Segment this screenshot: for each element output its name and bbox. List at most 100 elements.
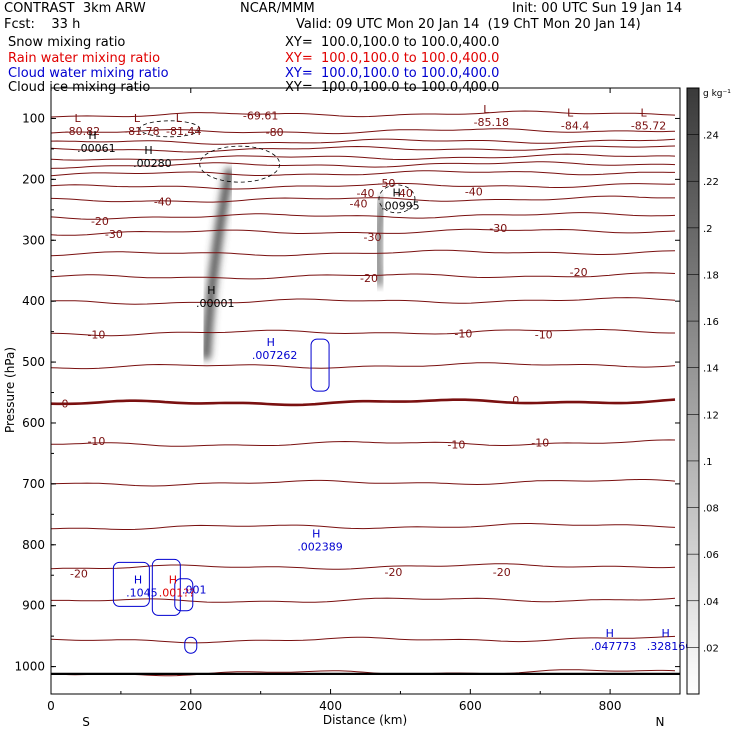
temperature-contour-label: -40: [357, 187, 375, 200]
x-end-label-south: S: [82, 715, 90, 729]
extremum-letter: H: [606, 627, 614, 640]
temperature-contour: [50, 329, 675, 337]
legend-snow-label: Snow mixing ratio: [8, 35, 126, 50]
extremum-value: .047773: [591, 640, 637, 653]
legend-cloudwater-label: Cloud water mixing ratio: [8, 66, 169, 81]
colorbar-tick-label: .1: [703, 457, 713, 468]
temperature-contour-label: 0: [512, 394, 519, 407]
init-time: Init: 00 UTC Sun 19 Jan 14: [512, 1, 683, 16]
temperature-contour: [50, 161, 676, 169]
temperature-contour-label: -10: [454, 327, 472, 340]
extremum-letter: H: [144, 144, 152, 157]
legend-cloudwater-xy: XY= 100.0,100.0 to 100.0,400.0: [285, 66, 500, 81]
temperature-contour: [50, 563, 676, 570]
temperature-contour: [50, 110, 676, 118]
cloud-water-contour: [310, 338, 330, 392]
colorbar-tick-label: .08: [703, 504, 719, 515]
extremum-value: -84.4: [561, 119, 589, 132]
temperature-contour: [50, 128, 676, 135]
y-tick-label: 700: [22, 477, 45, 491]
temperature-contour: [50, 523, 676, 530]
colorbar-tick-label: .12: [703, 410, 719, 421]
y-tick-label: 1000: [14, 660, 45, 674]
extremum-value: .00001: [196, 297, 235, 310]
x-end-label-north: N: [656, 715, 665, 729]
extremum-letter: H: [134, 573, 142, 586]
colorbar-unit: g kg⁻¹: [703, 89, 731, 99]
y-tick-label: 400: [22, 294, 45, 308]
y-tick-label: 200: [22, 172, 45, 186]
temperature-contour-label: -20: [384, 566, 402, 579]
temperature-contour: [50, 249, 676, 257]
cloud-ice-contour: [378, 184, 416, 214]
temperature-contour-label: -80: [266, 126, 284, 139]
extremum-letter: L: [74, 112, 81, 125]
extremum-value: .00280: [133, 157, 172, 170]
extremum-value: .002389: [297, 541, 343, 554]
colorbar: [686, 87, 700, 695]
y-tick-label: 300: [22, 233, 45, 247]
temperature-contour-label: -20: [570, 266, 588, 279]
temperature-contour: [50, 138, 676, 145]
valid-time: Valid: 09 UTC Mon 20 Jan 14 (19 ChT Mon …: [296, 17, 641, 32]
y-axis-title: Pressure (hPa): [3, 347, 17, 433]
temperature-contour: [50, 362, 676, 370]
y-tick-label: 900: [22, 599, 45, 613]
temperature-contour-label: -30: [364, 231, 382, 244]
extremum-value: -80.82: [65, 125, 100, 138]
extremum-value: .001: [182, 583, 207, 596]
extremum-value: -85.72: [631, 119, 666, 132]
cloud-water-contour: [112, 561, 150, 607]
extremum-letter: H: [662, 627, 670, 640]
extremum-letter: H: [88, 129, 96, 142]
forecast-hour: Fcst: 33 h: [4, 17, 81, 32]
temperature-contour-label: -30: [105, 228, 123, 241]
legend-rain-xy: XY= 100.0,100.0 to 100.0,400.0: [285, 51, 500, 66]
temperature-contour: [50, 398, 676, 407]
temperature-contour: [50, 212, 676, 220]
extremum-value: -81.44: [166, 125, 201, 138]
extremum-value: .328160: [647, 640, 693, 653]
temperature-contour: [50, 182, 676, 190]
x-tick-label: 0: [47, 699, 55, 713]
temperature-contour-label: -69.61: [243, 109, 278, 122]
extremum-value: -85.18: [474, 116, 509, 129]
extremum-letter: L: [567, 106, 574, 119]
temperature-contour-label: -40: [154, 195, 172, 208]
org-label: NCAR/MMM: [240, 1, 315, 16]
extremum-value: -81.78: [124, 125, 159, 138]
y-tick-label: 500: [22, 355, 45, 369]
snow-plume: [202, 168, 234, 360]
extremum-letter: L: [483, 103, 490, 116]
x-tick-label: 400: [319, 699, 342, 713]
extremum-letter: H: [207, 284, 215, 297]
extremum-value: .007262: [252, 349, 298, 362]
cloud-ice-contour: [199, 145, 281, 183]
colorbar-tick-label: .14: [703, 364, 719, 375]
temperature-contour: [50, 272, 676, 280]
temperature-contour-label: -20: [493, 566, 511, 579]
temperature-contour: [50, 153, 676, 161]
temperature-contour: [50, 228, 676, 236]
colorbar-tick-label: .24: [703, 131, 719, 142]
extremum-value: .1045: [126, 586, 158, 599]
plot-frame: [50, 87, 681, 695]
x-axis-title: Distance (km): [323, 713, 407, 727]
extremum-letter: H: [169, 573, 177, 586]
temperature-contour-label: -10: [447, 438, 465, 451]
snow-plume: [373, 196, 387, 287]
x-tick-label: 800: [599, 699, 622, 713]
cloud-water-contour: [151, 558, 181, 616]
x-tick-label: 200: [179, 699, 202, 713]
colorbar-tick-label: .06: [703, 550, 719, 561]
temperature-contour-label: -30: [489, 222, 507, 235]
temperature-contour: [51, 439, 676, 447]
cloud-ice-contour: [139, 120, 201, 138]
temperature-contour-label: -40: [465, 186, 483, 199]
colorbar-tick-label: .16: [703, 317, 719, 328]
legend-rain-label: Rain water mixing ratio: [8, 51, 161, 66]
colorbar-tick-label: .02: [703, 643, 719, 654]
extremum-letter: H: [312, 528, 320, 541]
temperature-contour-label: -10: [87, 329, 105, 342]
